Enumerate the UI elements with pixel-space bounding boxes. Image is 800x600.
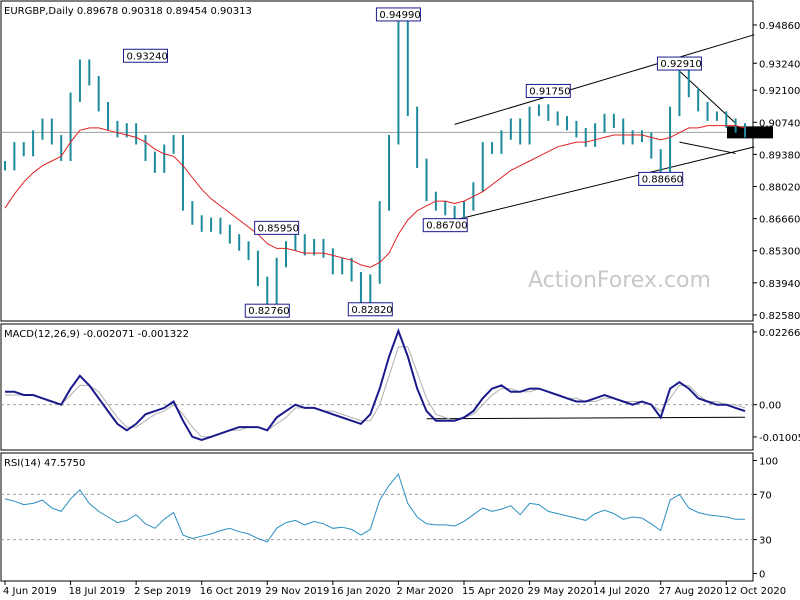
price-annotation-label: 0.91750: [529, 86, 570, 97]
x-tick-label: 29 May 2020: [528, 586, 593, 597]
watermark: ActionForex.com: [528, 268, 711, 293]
x-tick-label: 15 Apr 2020: [462, 586, 524, 597]
trendline: [679, 141, 736, 154]
price-annotation-box: [244, 303, 290, 318]
price-annotation-label: 0.82820: [351, 305, 392, 316]
x-tick-label: 16 Jan 2020: [331, 586, 391, 597]
price-annotation-box: [123, 48, 169, 63]
price-annotation-label: 0.92910: [660, 59, 701, 70]
macd-line: [5, 327, 746, 442]
price-y-tick-label: 0.90740: [759, 118, 800, 129]
price-y-tick-label: 0.89380: [759, 150, 800, 161]
macd-panel: [0, 323, 754, 451]
price-y-tick-label: 0.88020: [759, 182, 800, 193]
price-y-tick-label: 0.83940: [759, 279, 800, 290]
macd-y-tick-label: 0.022662: [759, 328, 800, 339]
price-y-tick-label: 0.93240: [759, 59, 800, 70]
rsi-panel: [0, 452, 754, 582]
price-y-tick-label: 0.94860: [759, 21, 800, 32]
last-price-tag: [727, 126, 773, 139]
price-annotation-label: 0.82760: [248, 306, 289, 317]
x-tick-label: 16 Oct 2019: [200, 586, 262, 597]
price-y-tick-label: 0.92100: [759, 86, 800, 97]
rsi-title: RSI(14) 47.5750: [4, 458, 85, 469]
rsi-y-tick-label: 0: [759, 569, 765, 580]
macd-layer: 0.022662 0.00 -0.010052: [1, 328, 800, 444]
last-price-label: 0.90313: [729, 128, 770, 139]
x-tick-label: 2 Sep 2019: [134, 586, 191, 597]
x-tick-label: 29 Nov 2019: [265, 586, 329, 597]
price-annotation-label: 0.85950: [258, 223, 299, 234]
macd-title: MACD(12,26,9) -0.002071 -0.001322: [4, 329, 189, 340]
price-annotation-label: 0.93240: [127, 51, 168, 62]
price-annotation-box: [656, 56, 702, 71]
price-annotation-box: [525, 83, 571, 98]
price-layer: 0.94860 0.93240 0.92100 0.90740 0.89380 0.880…: [1, 7, 800, 322]
macd-y-tick-label: 0.00: [759, 401, 781, 412]
price-annotation-label: 0.88660: [642, 174, 683, 185]
trendline: [454, 34, 755, 125]
price-annotation-box: [638, 171, 684, 186]
rsi-y-tick-label: 70: [759, 490, 772, 501]
x-tick-label: 18 Jul 2019: [69, 586, 126, 597]
price-annotation-label: 0.86700: [426, 221, 467, 232]
price-annotation-box: [375, 7, 421, 22]
rsi-y-tick-label: 100: [759, 457, 778, 468]
rsi-layer: 100 70 30 0: [1, 457, 778, 580]
x-tick-label: 27 Aug 2020: [659, 586, 723, 597]
trendline: [454, 146, 755, 221]
x-tick-label: 12 Oct 2020: [724, 586, 786, 597]
price-y-tick-label: 0.85300: [759, 247, 800, 258]
rsi-line: [4, 473, 745, 543]
price-y-tick-label: 0.82580: [759, 311, 800, 322]
x-tick-label: 4 Jun 2019: [3, 586, 57, 597]
macd-baseline: [426, 416, 746, 420]
price-title: EURGBP,Daily 0.89678 0.90318 0.89454 0.9…: [4, 6, 252, 17]
price-annotation-box: [347, 302, 393, 317]
x-tick-label: 2 Mar 2020: [396, 586, 453, 597]
price-annotation-box: [422, 218, 468, 233]
macd-y-tick-label: -0.010052: [759, 433, 800, 444]
x-tick-label: 14 Jul 2020: [593, 586, 650, 597]
price-annotation-label: 0.94990: [379, 10, 420, 21]
rsi-y-tick-label: 30: [759, 536, 772, 547]
moving-average-line: [4, 125, 746, 268]
price-y-tick-label: 0.86660: [759, 215, 800, 226]
axis-layer: 4 Jun 2019 18 Jul 2019 2 Sep 2019 16 Oct 20…: [3, 581, 786, 597]
price-annotation-box: [254, 220, 300, 235]
